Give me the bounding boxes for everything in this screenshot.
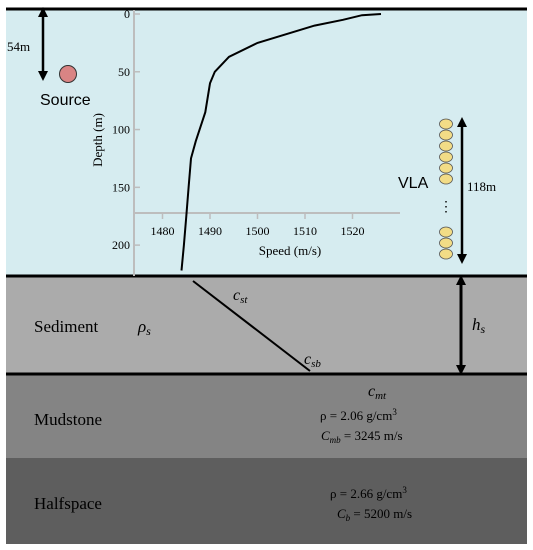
halfspace-label: Halfspace — [34, 494, 102, 513]
y-tick-label: 150 — [112, 180, 130, 194]
sediment-bottom-speed-label: csb — [304, 351, 321, 370]
sediment-thickness-label: hs — [472, 315, 486, 336]
x-tick-label: 1500 — [246, 224, 270, 238]
halfspace-density: ρ = 2.66 g/cm3 — [330, 485, 407, 501]
y-tick-label: 0 — [124, 7, 130, 21]
vla-dots: ⋮ — [439, 200, 453, 215]
sediment-density-symbol: ρs — [137, 317, 151, 338]
hydrophone-marker — [439, 151, 453, 163]
hydrophone-marker — [439, 118, 453, 130]
x-tick-label: 1480 — [151, 224, 175, 238]
y-axis-label: Depth (m) — [90, 113, 105, 167]
y-tick-label: 100 — [112, 123, 130, 137]
mudstone-layer — [6, 374, 527, 458]
x-tick-label: 1490 — [198, 224, 222, 238]
sound-speed-profile-chart: 0 50 100 150 200 1480 1490 1500 1510 1520 Depth … — [90, 7, 400, 276]
sound-speed-profile-line — [180, 13, 382, 271]
source-depth-label: 54m — [7, 39, 30, 54]
sediment-top-speed-label: cst — [233, 287, 248, 306]
halfspace-speed: Cb = 5200 m/s — [337, 506, 412, 523]
source-label: Source — [40, 92, 91, 109]
hydrophone-marker — [439, 173, 453, 185]
x-tick-label: 1510 — [293, 224, 317, 238]
vla-label: VLA — [398, 175, 429, 192]
sediment-speed-gradient-line — [192, 280, 311, 372]
sediment-label: Sediment — [34, 317, 98, 336]
hydrophone-marker — [439, 237, 453, 249]
vla-hydrophones — [439, 118, 453, 260]
hydrophone-marker — [439, 129, 453, 141]
hydrophone-marker — [439, 162, 453, 174]
mudstone-label: Mudstone — [34, 410, 102, 429]
vla-length-label: 118m — [467, 179, 496, 194]
x-axis-label: Speed (m/s) — [259, 243, 321, 258]
hydrophone-marker — [439, 248, 453, 260]
y-tick-label: 50 — [118, 65, 130, 79]
mudstone-density: ρ = 2.06 g/cm3 — [320, 407, 397, 423]
mudstone-top-speed-label: cmt — [368, 383, 387, 402]
hydrophone-marker — [439, 140, 453, 152]
source-marker — [59, 65, 77, 83]
sediment-layer — [6, 276, 527, 374]
x-tick-label: 1520 — [341, 224, 365, 238]
mudstone-bottom-speed: Cmb = 3245 m/s — [321, 428, 403, 445]
y-tick-label: 200 — [112, 238, 130, 252]
halfspace-layer — [6, 458, 527, 544]
hydrophone-marker — [439, 226, 453, 238]
